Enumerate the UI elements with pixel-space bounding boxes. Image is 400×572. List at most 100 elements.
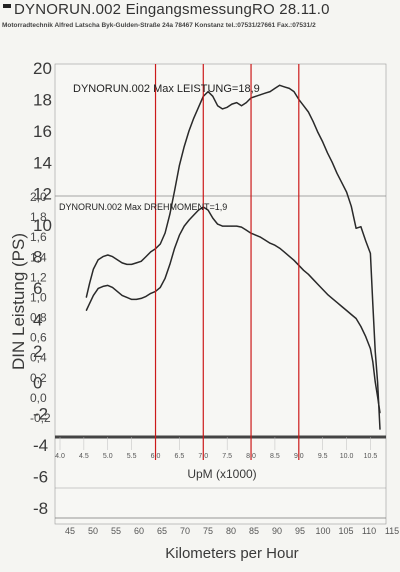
power-curve-point	[102, 256, 104, 258]
torque-curve-point	[372, 361, 374, 363]
torque-curve-point	[126, 296, 128, 298]
torque-curve-point	[85, 310, 87, 311]
header-company-line: Motorradtechnik Alfred Latscha Byk-Gulde…	[2, 22, 316, 29]
torque-curve-point	[169, 263, 171, 265]
power-curve-point	[164, 232, 166, 234]
power-curve-point	[169, 213, 171, 215]
power-curve-point	[112, 256, 113, 258]
y-tick-label: 0	[33, 373, 42, 392]
torque-curve-point	[274, 244, 276, 246]
torque-curve-point	[150, 292, 152, 294]
x-tick-label: 9.0	[294, 453, 304, 460]
torque-curve-point	[174, 247, 176, 249]
y2-tick-label: 1,8	[30, 210, 47, 224]
torque-curve-point	[284, 251, 285, 253]
x-tick-label: 6.0	[151, 453, 161, 460]
power-curve-point	[288, 87, 290, 89]
power-curve-point	[89, 282, 91, 284]
speed-tick-label: 90	[272, 526, 282, 536]
power-curve-point	[269, 91, 271, 93]
power-curve-point	[183, 146, 185, 148]
power-curve-point	[341, 182, 343, 184]
torque-curve-point	[212, 217, 214, 219]
y2-tick-label: -0,2	[30, 411, 51, 425]
speed-tick-label: 80	[226, 526, 236, 536]
power-curve-point	[369, 252, 371, 254]
y-tick-label: 16	[33, 122, 52, 141]
torque-curve-point	[164, 277, 166, 279]
y-tick-label: -2	[33, 405, 48, 424]
y-tick-label: -8	[33, 499, 48, 518]
torque-curve-point	[355, 318, 357, 319]
speed-tick-label: 50	[88, 526, 98, 536]
power-curve-point	[236, 102, 238, 104]
y2-tick-label: 0,8	[30, 311, 47, 325]
torque-curve-point	[116, 290, 118, 292]
power-curve-point	[126, 263, 128, 265]
torque-curve-point	[140, 297, 142, 299]
power-curve-point	[245, 102, 247, 104]
speed-tick-label: 65	[157, 526, 167, 536]
tick-labels: 20181614121086420-2-4-6-82,01,81,61,41,2…	[30, 59, 399, 536]
y-tick-label: 8	[33, 248, 42, 267]
power-curve-point	[198, 106, 199, 108]
power-curve-point	[135, 262, 137, 264]
torque-curve-point	[198, 209, 199, 211]
torque-curve-point	[264, 239, 266, 241]
y-tick-label: 4	[33, 310, 42, 329]
torque-curve-point	[279, 247, 281, 249]
torque-curve-point	[135, 298, 137, 300]
torque-curve-point	[341, 306, 343, 307]
y2-tick-label: 0,0	[30, 391, 47, 405]
torque-curve-point	[97, 287, 99, 289]
torque-curve-point	[374, 381, 376, 383]
power-annotation: DYNORUN.002 Max LEISTUNG=18,9	[73, 83, 260, 95]
y-tick-label: -6	[33, 468, 48, 487]
torque-curve-point	[188, 219, 190, 221]
power-curve-point	[327, 152, 328, 154]
torque-curve-point	[102, 285, 104, 287]
torque-curve-point	[112, 286, 113, 288]
power-curve-point	[284, 86, 285, 88]
y2-tick-label: 1,2	[30, 270, 47, 284]
torque-curve-point	[245, 229, 247, 231]
power-curve-point	[178, 164, 180, 166]
torque-curve-point	[193, 214, 195, 216]
torque-curve-point	[178, 234, 180, 236]
torque-curve-point	[241, 226, 242, 228]
power-curve-point	[121, 262, 123, 264]
power-curve-point	[241, 105, 242, 107]
power-curve-point	[159, 243, 161, 245]
y2-tick-label: 1,0	[30, 290, 47, 304]
y2-tick-label: 0,4	[30, 351, 47, 365]
x-tick-label: 10.0	[340, 453, 354, 460]
y2-tick-label: 0,2	[30, 371, 47, 385]
torque-curve-point	[207, 209, 209, 211]
power-curve-point	[322, 141, 324, 143]
y2-tick-label: 0,6	[30, 331, 47, 345]
x-axis-label: UpM (x1000)	[187, 467, 256, 481]
power-curve-point	[336, 172, 338, 174]
header-title: DYNORUN.002 EingangsmessungRO 28.11.0	[14, 1, 330, 18]
y-tick-label: 20	[33, 59, 52, 78]
power-curve-point	[317, 131, 319, 133]
torque-curve-point	[236, 225, 238, 227]
torque-curve-point	[293, 259, 295, 261]
y2-tick-label: 1,6	[30, 230, 47, 244]
speed-tick-label: 70	[180, 526, 190, 536]
x-tick-label: 4.5	[79, 453, 89, 460]
torque-curve-point	[226, 225, 228, 227]
power-curve-point	[193, 117, 195, 119]
torque-curve-point	[317, 283, 319, 285]
power-curve-point	[350, 205, 352, 207]
power-curve-point	[97, 259, 99, 261]
speed-tick-label: 100	[315, 526, 330, 536]
power-curve-point	[217, 105, 219, 107]
header-bullet	[3, 4, 11, 8]
power-curve-point	[372, 303, 374, 305]
y-tick-label: 10	[33, 216, 52, 235]
torque-curve-point	[331, 297, 333, 299]
power-curve-point	[231, 103, 233, 105]
